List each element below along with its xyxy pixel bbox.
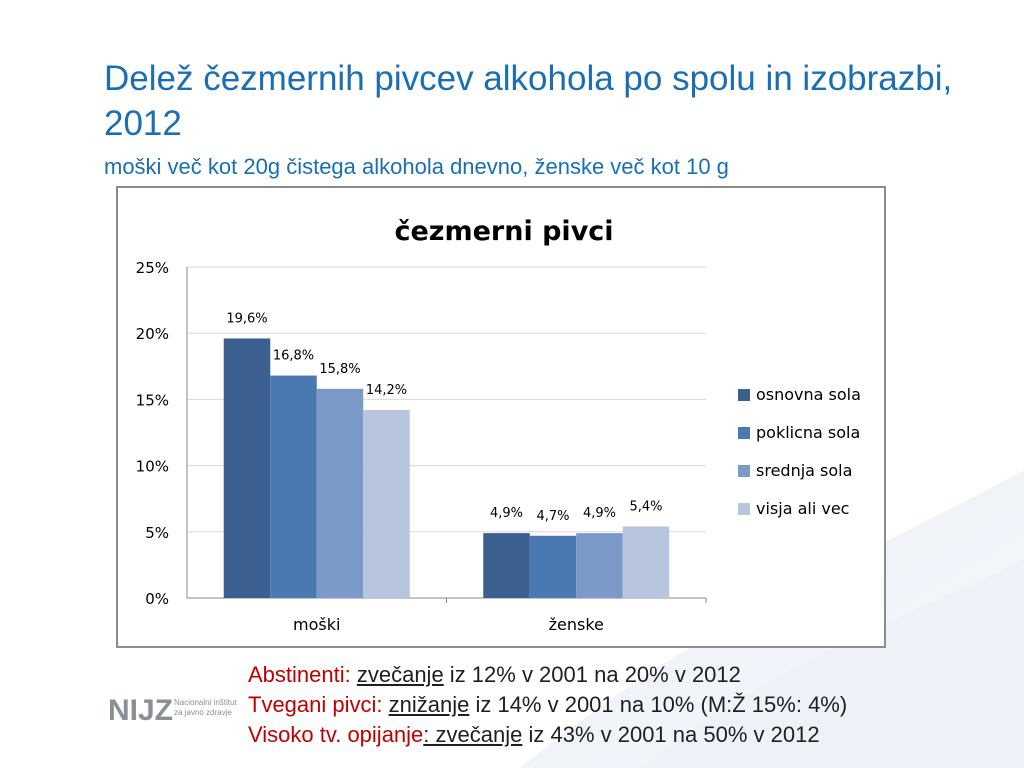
legend-swatch bbox=[738, 503, 750, 515]
legend: osnovna sola poklicna sola srednja sola vis… bbox=[738, 385, 861, 518]
note-emphasis: znižanje bbox=[388, 692, 470, 717]
x-tick-label: ženske bbox=[549, 615, 604, 634]
notes-block: Abstinenti: zvečanje iz 12% v 2001 na 20… bbox=[248, 660, 1018, 750]
bar bbox=[576, 533, 623, 598]
bar bbox=[316, 388, 364, 598]
note-label: Visoko tv. opijanje bbox=[248, 722, 424, 747]
note-emphasis: : zvečanje bbox=[423, 722, 523, 747]
slide-subtitle: moški več kot 20g čistega alkohola dnevn… bbox=[104, 154, 729, 179]
bar bbox=[363, 409, 410, 598]
y-tick-label: 25% bbox=[136, 259, 169, 277]
bar-data-label: 5,4% bbox=[629, 500, 662, 515]
y-tick-label: 0% bbox=[145, 590, 169, 608]
bar-data-label: 4,9% bbox=[583, 506, 616, 521]
note-text: iz 12% v 2001 na 20% v 2012 bbox=[443, 662, 741, 687]
nijz-logo: NIJZ Nacionalni inštitut za javno zdravj… bbox=[108, 690, 248, 730]
note-visoko: Visoko tv. opijanje: zvečanje iz 43% v 2… bbox=[248, 720, 1018, 750]
logo-text: NIJZ bbox=[108, 694, 173, 727]
y-tick-labels: 0% 5% 10% 15% 20% 25% bbox=[136, 259, 169, 608]
note-abstinenti: Abstinenti: zvečanje iz 12% v 2001 na 20… bbox=[248, 660, 1018, 690]
legend-label: osnovna sola bbox=[756, 385, 861, 404]
legend-label: visja ali vec bbox=[756, 499, 849, 518]
logo-line1: Nacionalni inštitut bbox=[174, 698, 237, 707]
y-tick-label: 20% bbox=[136, 325, 169, 343]
bar bbox=[622, 526, 670, 598]
chart-title: čezmerni pivci bbox=[394, 216, 613, 247]
y-tick-label: 10% bbox=[136, 458, 169, 476]
note-text: iz 43% v 2001 na 50% v 2012 bbox=[522, 722, 820, 747]
legend-swatch bbox=[738, 389, 750, 401]
nijz-logo-mark: NIJZ Nacionalni inštitut za javno zdravj… bbox=[108, 694, 237, 727]
bars bbox=[223, 338, 670, 598]
bar-data-label: 4,7% bbox=[536, 509, 569, 524]
note-emphasis: zvečanje bbox=[356, 662, 444, 687]
bar bbox=[270, 375, 317, 598]
chart-frame: 0% 5% 10% 15% 20% 25% 19,6% 16,8% 15,8% 14,2% 4,9… bbox=[116, 186, 886, 648]
legend-label: srednja sola bbox=[756, 461, 852, 480]
bar-data-label: 4,9% bbox=[490, 506, 523, 521]
logo-line2: za javno zdravje bbox=[174, 708, 232, 717]
note-tvegani: Tvegani pivci: znižanje iz 14% v 2001 na… bbox=[248, 690, 1018, 720]
bar-chart: 0% 5% 10% 15% 20% 25% 19,6% 16,8% 15,8% 14,2% 4,9… bbox=[136, 216, 861, 634]
note-label: Abstinenti: bbox=[248, 662, 357, 687]
x-tick-labels: moški ženske bbox=[293, 615, 604, 634]
legend-label: poklicna sola bbox=[756, 423, 860, 442]
y-tick-label: 5% bbox=[145, 524, 169, 542]
legend-swatch bbox=[738, 465, 750, 477]
note-label: Tvegani pivci: bbox=[248, 692, 389, 717]
x-tick-label: moški bbox=[293, 615, 340, 634]
note-text: iz 14% v 2001 na 10% (M:Ž 15%: 4%) bbox=[469, 692, 848, 717]
bar bbox=[483, 533, 530, 598]
bar-data-label: 15,8% bbox=[319, 362, 360, 377]
bar bbox=[223, 338, 271, 598]
slide-title: Delež čezmernih pivcev alkohola po spolu… bbox=[104, 59, 953, 143]
bar-data-label: 16,8% bbox=[273, 349, 314, 364]
y-tick-label: 15% bbox=[136, 391, 169, 409]
bar-data-label: 14,2% bbox=[366, 383, 407, 398]
bar-data-labels: 19,6% 16,8% 15,8% 14,2% 4,9% 4,7% 4,9% 5,4% bbox=[226, 311, 662, 523]
gridlines bbox=[186, 266, 707, 603]
legend-swatch bbox=[738, 427, 750, 439]
bar bbox=[529, 535, 577, 598]
bar-data-label: 19,6% bbox=[226, 311, 267, 326]
